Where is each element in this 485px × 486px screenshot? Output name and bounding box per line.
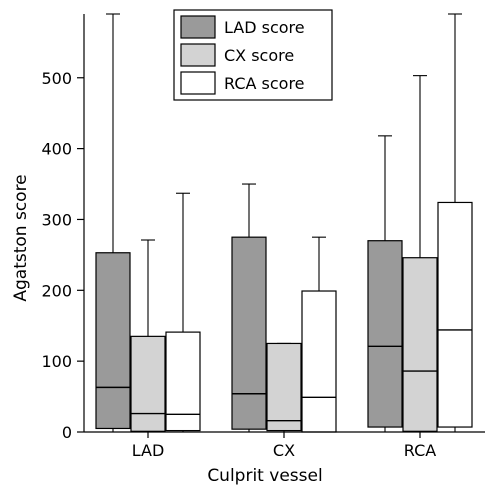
y-ticks: 0 100 200 300 400 500 <box>41 69 84 442</box>
box-rect <box>95 252 131 430</box>
y-tick-label: 300 <box>41 210 72 229</box>
y-axis-title: Agatston score <box>11 174 31 301</box>
box-rect <box>231 236 267 430</box>
box-rca-score-rca <box>437 13 473 432</box>
legend-label: RCA score <box>224 74 305 93</box>
x-tick-label: LAD <box>132 441 165 460</box>
box-lad-score-rca <box>367 135 403 432</box>
legend-label: CX score <box>224 46 294 65</box>
box-lad-score-cx <box>231 183 267 432</box>
legend-label: LAD score <box>224 18 305 37</box>
box-rca-score-cx <box>301 236 337 433</box>
y-tick-label: 0 <box>62 423 72 442</box>
x-tick-label: RCA <box>404 441 436 460</box>
box-rect <box>402 257 438 432</box>
box-lad-score-lad <box>95 13 131 432</box>
box-rca-score-lad <box>165 192 201 432</box>
legend-swatch <box>180 71 216 95</box>
box-cx-score-lad <box>130 239 166 432</box>
legend-swatch <box>180 15 216 39</box>
box-cx-score-cx <box>266 342 302 432</box>
y-tick-label: 400 <box>41 140 72 159</box>
x-ticks: LAD CX RCA <box>132 432 436 460</box>
box-rect <box>367 240 403 428</box>
box-cx-score-rca <box>402 75 438 432</box>
boxes-layer <box>95 13 473 433</box>
y-tick-label: 100 <box>41 352 72 371</box>
box-rect <box>266 342 302 432</box>
legend: LAD score CX score RCA score <box>173 9 333 101</box>
box-rect <box>437 201 473 428</box>
box-rect <box>301 290 337 433</box>
y-tick-label: 500 <box>41 69 72 88</box>
box-rect <box>165 331 201 432</box>
x-tick-label: CX <box>273 441 295 460</box>
box-rect <box>130 335 166 432</box>
y-tick-label: 200 <box>41 281 72 300</box>
x-axis-title: Culprit vessel <box>207 466 322 486</box>
legend-swatch <box>180 43 216 67</box>
